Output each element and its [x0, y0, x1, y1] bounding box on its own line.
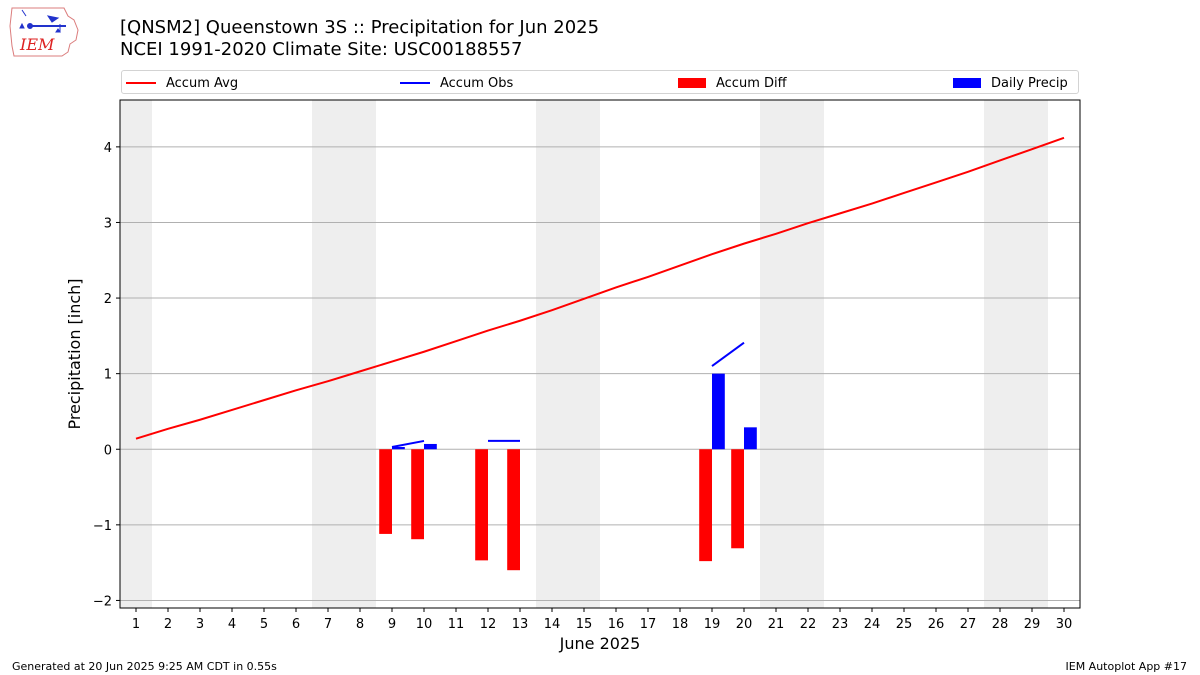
y-tick-label: 4	[104, 141, 112, 156]
x-tick-label: 29	[1024, 617, 1041, 632]
x-tick-label: 14	[544, 617, 561, 632]
footer-app: IEM Autoplot App #17	[1065, 660, 1188, 673]
legend-item-accum-diff: Accum Diff	[678, 74, 787, 92]
y-tick-label: 2	[104, 292, 112, 307]
bar-accum-diff	[411, 449, 424, 540]
legend-label-daily-precip: Daily Precip	[991, 75, 1068, 91]
legend-item-daily-precip: Daily Precip	[953, 74, 1068, 92]
legend-label-accum-diff: Accum Diff	[716, 75, 787, 91]
logo-text: IEM	[19, 35, 55, 54]
weekend-band	[120, 100, 152, 608]
y-tick-label: −1	[93, 519, 112, 534]
weekend-band	[984, 100, 1048, 608]
x-tick-label: 22	[800, 617, 817, 632]
bar-daily-precip	[744, 427, 757, 450]
x-tick-label: 24	[864, 617, 881, 632]
x-tick-label: 17	[640, 617, 657, 632]
x-tick-label: 5	[260, 617, 268, 632]
line-accum-avg	[135, 136, 1065, 440]
x-tick-label: 26	[928, 617, 945, 632]
legend-item-accum-obs: Accum Obs	[400, 74, 513, 92]
legend-label-accum-avg: Accum Avg	[166, 75, 239, 91]
x-tick-label: 23	[832, 617, 849, 632]
x-tick-label: 28	[992, 617, 1009, 632]
x-tick-label: 1	[132, 617, 140, 632]
x-tick-label: 13	[512, 617, 529, 632]
x-tick-label: 8	[356, 617, 364, 632]
bar-daily-precip	[712, 373, 725, 450]
weekend-band	[536, 100, 600, 608]
legend-label-accum-obs: Accum Obs	[440, 75, 514, 91]
x-tick-label: 19	[704, 617, 721, 632]
chart-subtitle: NCEI 1991-2020 Climate Site: USC00188557	[120, 39, 523, 60]
x-tick-label: 30	[1056, 617, 1073, 632]
x-axis-label: June 2025	[559, 634, 641, 653]
x-tick-label: 12	[480, 617, 497, 632]
chart-title: [QNSM2] Queenstown 3S :: Precipitation f…	[120, 17, 600, 38]
footer-generated: Generated at 20 Jun 2025 9:25 AM CDT in …	[12, 660, 277, 673]
bar-daily-precip	[392, 446, 405, 450]
x-tick-label: 11	[448, 617, 465, 632]
bar-accum-diff	[475, 449, 488, 561]
weekend-band	[760, 100, 824, 608]
legend-item-accum-avg: Accum Avg	[126, 74, 238, 92]
x-tick-label: 10	[416, 617, 433, 632]
x-tick-label: 27	[960, 617, 977, 632]
bar-accum-diff	[699, 449, 712, 562]
legend-swatch-daily-precip	[953, 78, 981, 88]
weekend-band	[312, 100, 376, 608]
bar-accum-diff	[379, 449, 392, 534]
y-axis-label: Precipitation [inch]	[65, 278, 84, 429]
legend-swatch-accum-avg	[126, 82, 156, 84]
bar-accum-diff	[507, 449, 520, 571]
line-accum-obs	[711, 341, 745, 367]
x-tick-label: 4	[228, 617, 236, 632]
x-tick-label: 18	[672, 617, 689, 632]
legend-swatch-accum-obs	[400, 82, 430, 84]
x-tick-label: 3	[196, 617, 204, 632]
x-tick-label: 15	[576, 617, 593, 632]
x-tick-label: 25	[896, 617, 913, 632]
bar-accum-diff	[731, 449, 744, 549]
y-tick-label: −2	[93, 594, 112, 609]
bar-daily-precip	[424, 443, 437, 450]
y-tick-label: 3	[104, 216, 112, 231]
chart-title-block: [QNSM2] Queenstown 3S :: Precipitation f…	[120, 17, 599, 61]
x-tick-label: 7	[324, 617, 332, 632]
x-tick-label: 20	[736, 617, 753, 632]
x-tick-label: 21	[768, 617, 785, 632]
y-tick-label: 1	[104, 368, 112, 383]
iem-logo: IEM	[9, 7, 79, 57]
line-accum-obs	[391, 439, 425, 448]
y-tick-label: 0	[104, 443, 112, 458]
x-tick-label: 6	[292, 617, 300, 632]
x-tick-label: 2	[164, 617, 172, 632]
x-tick-label: 16	[608, 617, 625, 632]
x-tick-label: 9	[388, 617, 396, 632]
plot-frame	[119, 99, 1081, 609]
legend-swatch-accum-diff	[678, 78, 706, 88]
legend: Accum Avg Accum Obs Accum Diff Daily Pre…	[121, 70, 1079, 94]
